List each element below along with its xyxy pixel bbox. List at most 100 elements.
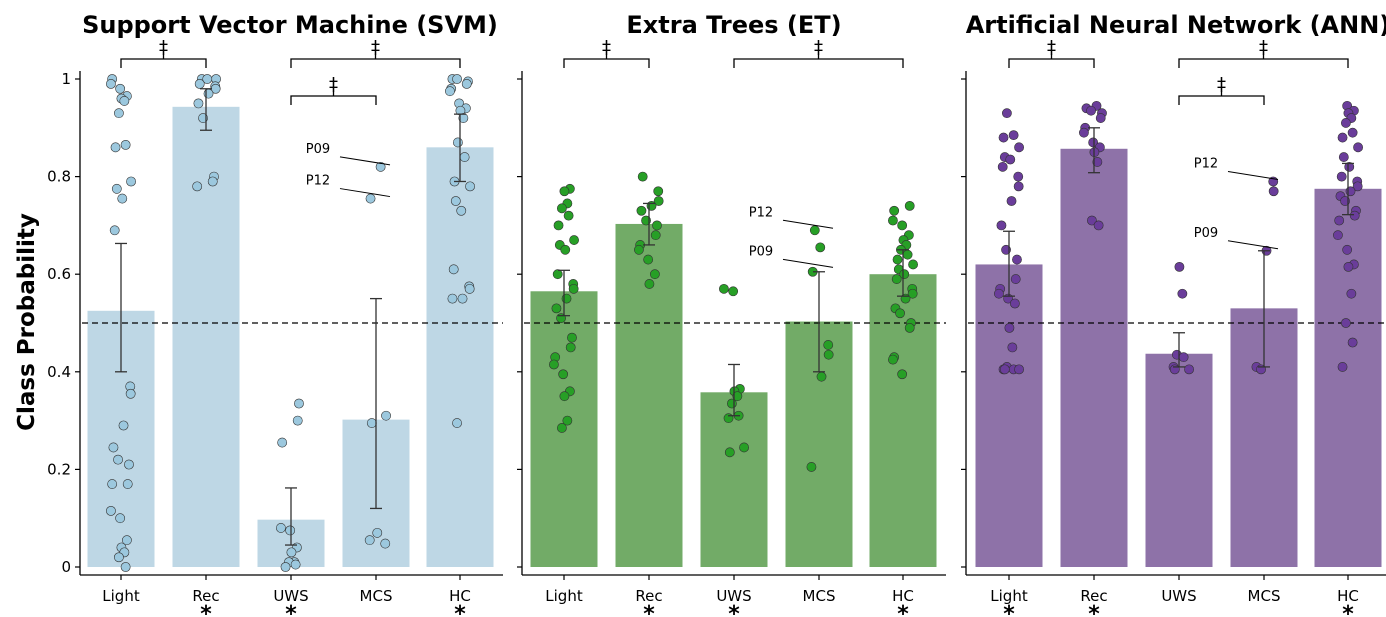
annotation-label: P09 xyxy=(1194,226,1218,241)
significance-star: * xyxy=(1003,602,1015,617)
panel-title: Artificial Neural Network (ANN) xyxy=(966,11,1386,39)
annotation-leader xyxy=(1227,240,1279,250)
data-point xyxy=(1095,113,1106,123)
data-point xyxy=(1342,244,1353,255)
data-point xyxy=(115,513,126,524)
y-axis-label: Class Probability xyxy=(14,213,40,431)
significance-bracket xyxy=(290,58,461,68)
annotation-label: P09 xyxy=(306,142,330,157)
bar-rec xyxy=(1060,148,1128,567)
data-point xyxy=(653,196,664,206)
data-point xyxy=(125,388,136,399)
data-point xyxy=(1345,186,1356,197)
y-tick-label: 0.8 xyxy=(47,168,71,186)
data-point xyxy=(1009,298,1020,309)
significance-bracket xyxy=(1178,95,1265,105)
data-point xyxy=(126,176,136,187)
data-point xyxy=(637,171,648,182)
significance-label: ‡ xyxy=(814,37,823,58)
data-point xyxy=(634,244,644,255)
data-point xyxy=(998,132,1009,143)
data-point xyxy=(202,74,213,84)
data-point xyxy=(904,322,915,333)
data-point xyxy=(1338,152,1349,162)
data-point xyxy=(1344,161,1355,172)
data-point xyxy=(380,538,391,549)
data-point xyxy=(1004,322,1015,333)
data-point xyxy=(823,349,834,360)
bar-uws xyxy=(1145,353,1213,567)
data-point xyxy=(891,274,902,284)
data-point xyxy=(1178,352,1189,363)
y-tick-label: 0 xyxy=(61,558,71,576)
data-point xyxy=(110,142,121,153)
significance-bracket xyxy=(1178,58,1349,68)
significance-label: ‡ xyxy=(329,74,338,95)
x-tick-label: Rec xyxy=(635,587,662,605)
annotation-leader xyxy=(339,188,391,198)
data-point xyxy=(277,437,288,448)
data-point xyxy=(106,505,116,516)
annotation-leader xyxy=(782,258,834,268)
significance-label: ‡ xyxy=(1217,74,1226,95)
data-point xyxy=(459,152,470,162)
data-point xyxy=(1346,288,1357,299)
significance-label: ‡ xyxy=(371,37,380,58)
data-point xyxy=(652,220,662,231)
data-point xyxy=(739,442,749,453)
data-point xyxy=(1337,362,1348,372)
bar-light xyxy=(975,264,1043,567)
y-tick-label: 1 xyxy=(61,70,71,88)
data-point xyxy=(113,454,123,465)
data-point xyxy=(193,98,204,109)
data-point xyxy=(450,196,461,206)
data-point xyxy=(636,205,647,216)
data-point xyxy=(1006,196,1017,206)
data-point xyxy=(557,203,567,214)
data-point xyxy=(552,269,563,280)
significance-star: * xyxy=(897,602,909,617)
data-point xyxy=(649,269,660,280)
data-point xyxy=(568,283,579,294)
data-point xyxy=(727,398,737,409)
data-point xyxy=(1337,132,1348,143)
data-point xyxy=(558,369,569,380)
significance-bracket xyxy=(120,58,207,68)
y-tick-label: 0.4 xyxy=(47,363,71,381)
data-point xyxy=(908,259,918,270)
x-tick-label: Rec xyxy=(1080,587,1107,605)
data-point xyxy=(364,535,375,546)
data-point xyxy=(565,342,576,353)
bar-hc xyxy=(869,274,937,567)
data-point xyxy=(895,308,905,319)
x-tick-label: UWS xyxy=(273,587,308,605)
data-point xyxy=(375,161,386,172)
significance-star: * xyxy=(454,602,466,617)
data-point xyxy=(900,293,911,304)
significance-star: * xyxy=(1342,602,1354,617)
data-point xyxy=(907,288,918,299)
data-point xyxy=(1349,210,1360,221)
data-point xyxy=(276,523,286,533)
data-point xyxy=(653,186,664,197)
data-point xyxy=(809,225,820,236)
data-point xyxy=(1010,274,1021,284)
x-tick-label: HC xyxy=(1337,587,1359,605)
significance-star: * xyxy=(728,602,740,617)
significance-star: * xyxy=(1088,602,1100,617)
data-point xyxy=(448,264,459,275)
annotation-leader xyxy=(782,219,834,229)
data-point xyxy=(732,391,743,402)
data-point xyxy=(728,286,739,297)
x-tick-label: Light xyxy=(545,587,583,605)
data-point xyxy=(107,479,118,489)
data-point xyxy=(1014,142,1024,153)
data-point xyxy=(118,420,129,431)
data-point xyxy=(1012,254,1022,265)
data-point xyxy=(569,235,579,245)
data-point xyxy=(457,293,468,304)
data-point xyxy=(465,181,475,192)
annotation-label: P09 xyxy=(749,244,773,259)
data-point xyxy=(643,254,654,265)
data-point xyxy=(1268,186,1279,197)
